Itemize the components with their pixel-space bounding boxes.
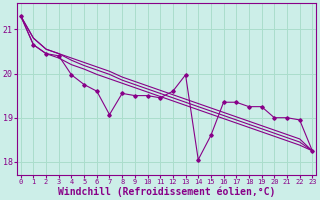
X-axis label: Windchill (Refroidissement éolien,°C): Windchill (Refroidissement éolien,°C)	[58, 187, 275, 197]
